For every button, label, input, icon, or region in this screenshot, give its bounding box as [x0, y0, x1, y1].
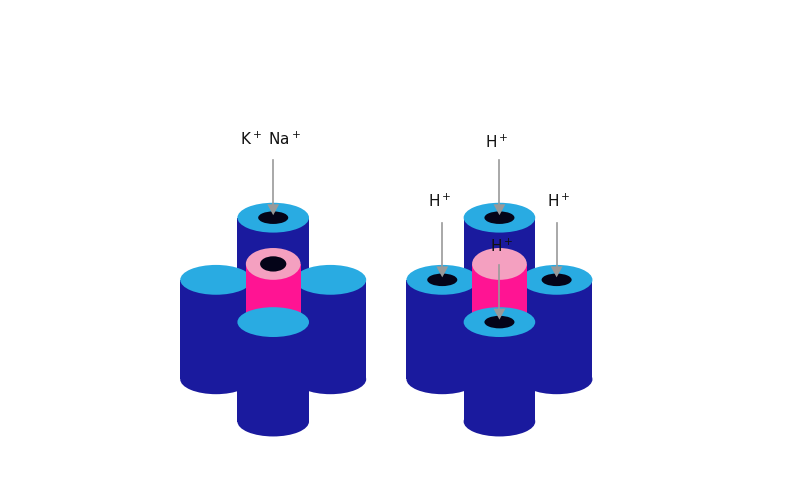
Polygon shape [494, 308, 506, 320]
Ellipse shape [406, 265, 478, 294]
Ellipse shape [238, 307, 309, 337]
Text: H$^+$: H$^+$ [428, 193, 451, 210]
Text: K$^+$ Na$^+$: K$^+$ Na$^+$ [240, 131, 302, 148]
Polygon shape [550, 266, 562, 278]
Ellipse shape [464, 302, 535, 332]
Ellipse shape [180, 364, 252, 394]
Ellipse shape [246, 248, 301, 280]
FancyBboxPatch shape [464, 218, 535, 317]
FancyBboxPatch shape [238, 322, 309, 422]
Ellipse shape [294, 265, 366, 294]
Ellipse shape [542, 274, 572, 286]
Ellipse shape [294, 364, 366, 394]
FancyBboxPatch shape [472, 264, 526, 374]
Ellipse shape [238, 203, 309, 232]
FancyBboxPatch shape [406, 280, 478, 380]
Ellipse shape [521, 364, 593, 394]
Ellipse shape [258, 212, 288, 224]
Ellipse shape [464, 307, 535, 337]
Ellipse shape [246, 358, 301, 389]
FancyBboxPatch shape [464, 322, 535, 422]
Ellipse shape [485, 316, 514, 328]
Ellipse shape [427, 274, 458, 286]
Text: H$^+$: H$^+$ [490, 238, 514, 255]
Ellipse shape [521, 265, 593, 294]
Ellipse shape [260, 256, 286, 272]
FancyBboxPatch shape [180, 280, 252, 380]
Text: H$^+$: H$^+$ [486, 134, 509, 150]
FancyBboxPatch shape [521, 280, 593, 380]
FancyBboxPatch shape [246, 264, 301, 374]
Ellipse shape [464, 203, 535, 232]
Ellipse shape [464, 406, 535, 436]
Ellipse shape [406, 364, 478, 394]
Text: H$^+$: H$^+$ [547, 193, 571, 210]
Ellipse shape [180, 265, 252, 294]
FancyBboxPatch shape [238, 218, 309, 317]
Ellipse shape [485, 212, 514, 224]
Ellipse shape [472, 248, 526, 280]
Polygon shape [494, 204, 506, 215]
Ellipse shape [472, 358, 526, 389]
FancyBboxPatch shape [294, 280, 366, 380]
Polygon shape [267, 204, 279, 215]
Ellipse shape [238, 302, 309, 332]
Polygon shape [436, 266, 448, 278]
Ellipse shape [238, 406, 309, 436]
